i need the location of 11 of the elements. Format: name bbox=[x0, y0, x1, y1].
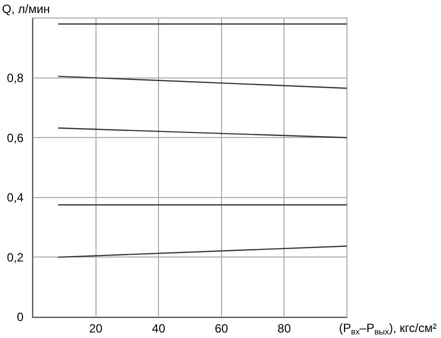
y-tick-label: 0,4 bbox=[6, 190, 24, 205]
y-tick-label: 0,6 bbox=[6, 130, 24, 145]
x-tick-label: 20 bbox=[89, 321, 103, 336]
x-tick-label: 80 bbox=[278, 321, 292, 336]
y-tick-label: 0 bbox=[16, 310, 24, 324]
y-tick-label: 0,8 bbox=[6, 71, 24, 85]
y-tick-label: 0,2 bbox=[6, 250, 24, 264]
x-tick-label: 60 bbox=[214, 321, 228, 336]
x-axis-title: (P$_{вх}$–P$_{вых}$), кгс/см² bbox=[339, 321, 437, 337]
x-tick-label: 40 bbox=[152, 321, 166, 336]
y-axis-title: Q, л/мин bbox=[2, 2, 50, 16]
